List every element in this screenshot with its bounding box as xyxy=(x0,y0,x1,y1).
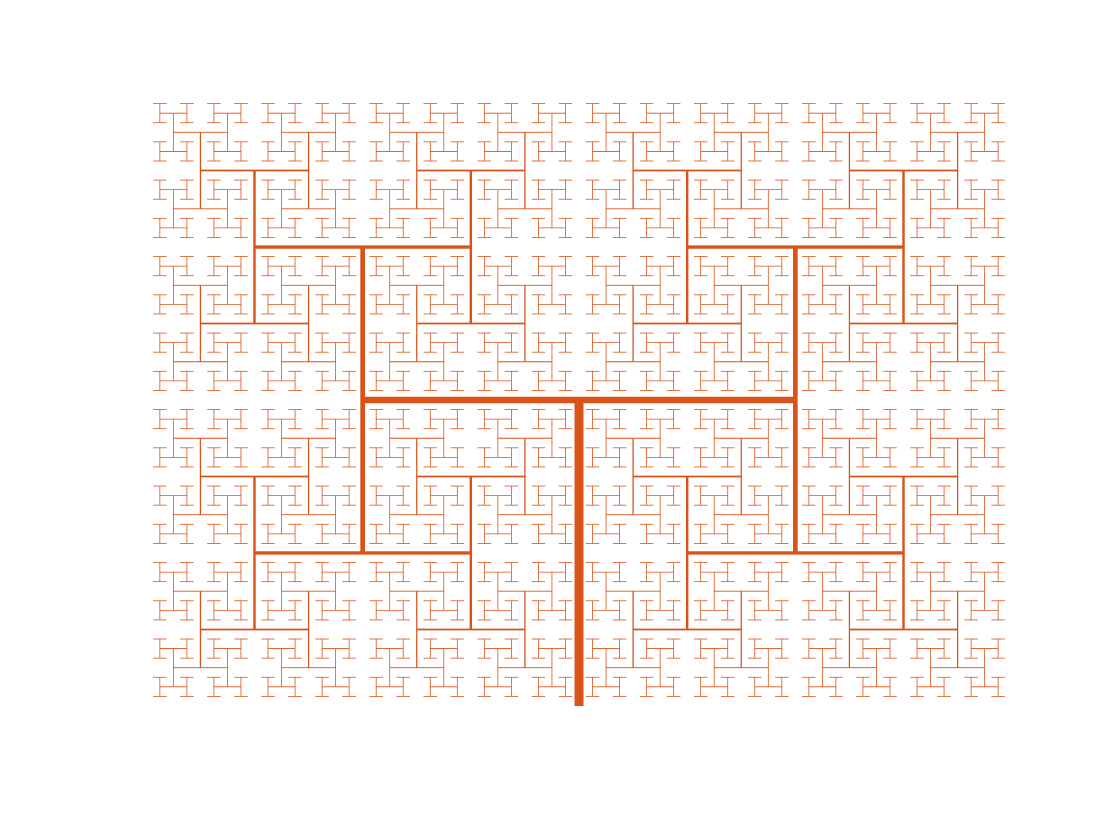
fractal-tree xyxy=(153,103,1005,706)
